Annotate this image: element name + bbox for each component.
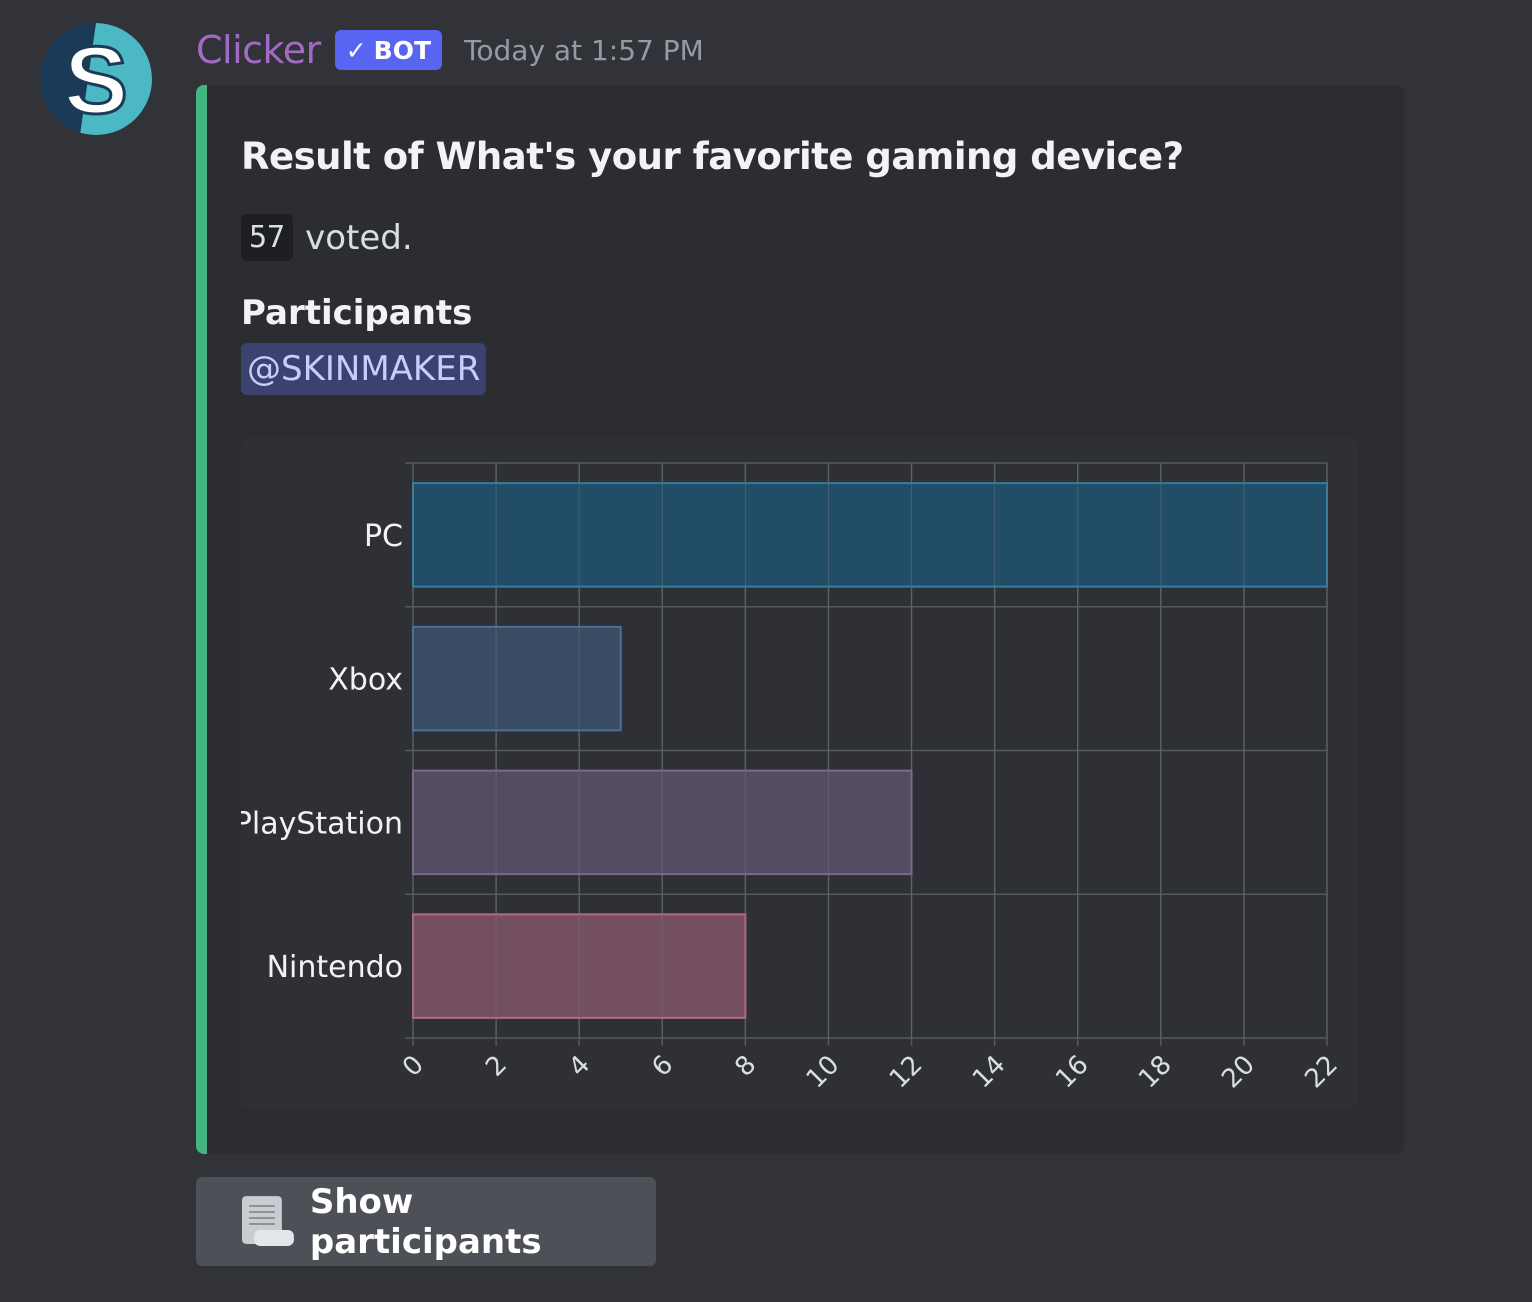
x-tick-label: 16 bbox=[1050, 1050, 1095, 1095]
poll-results-chart: 0 2 4 6 8 10 12 14 16 18 20 22 PC Xbox PlayStation Nint… bbox=[241, 438, 1358, 1109]
participants-field-name: Participants bbox=[241, 293, 473, 333]
bar-playstation bbox=[412, 769, 913, 876]
user-mention[interactable]: @SKINMAKER bbox=[241, 343, 487, 395]
x-tick-label: 18 bbox=[1133, 1050, 1178, 1095]
svg-text:S: S bbox=[64, 27, 128, 134]
x-tick-label: 20 bbox=[1216, 1050, 1261, 1095]
bot-badge: ✓ BOT bbox=[334, 30, 443, 70]
bar-xbox bbox=[412, 625, 622, 732]
x-tick-label: 4 bbox=[563, 1050, 596, 1083]
vote-count: 57 bbox=[241, 214, 294, 261]
author-name[interactable]: Clicker bbox=[196, 28, 321, 72]
scroll-icon bbox=[241, 1195, 294, 1246]
x-tick-label: 2 bbox=[480, 1050, 513, 1083]
x-tick-label: 8 bbox=[729, 1050, 762, 1083]
bar-chart-svg: 0 2 4 6 8 10 12 14 16 18 20 22 PC Xbox PlayStation Nint… bbox=[241, 462, 1344, 1095]
x-tick-label: 22 bbox=[1299, 1050, 1344, 1095]
bot-avatar[interactable]: S bbox=[40, 23, 152, 135]
category-label: Xbox bbox=[328, 663, 403, 698]
vote-suffix: voted. bbox=[305, 217, 413, 258]
x-tick-label: 0 bbox=[397, 1050, 430, 1083]
show-participants-label: Show participants bbox=[309, 1181, 542, 1262]
s-logo-icon: S bbox=[40, 23, 152, 135]
x-tick-label: 6 bbox=[646, 1050, 679, 1083]
bar-pc bbox=[412, 482, 1328, 588]
category-label: PC bbox=[364, 519, 403, 554]
show-participants-button[interactable]: Show participants bbox=[196, 1177, 656, 1266]
bar-nintendo bbox=[412, 913, 747, 1019]
verified-check-icon: ✓ bbox=[345, 35, 367, 65]
category-label: PlayStation bbox=[241, 806, 403, 841]
bot-badge-label: BOT bbox=[373, 35, 432, 65]
x-tick-label: 14 bbox=[967, 1050, 1012, 1095]
x-tick-label: 12 bbox=[884, 1050, 929, 1095]
x-tick-label: 10 bbox=[801, 1050, 846, 1095]
vote-count-line: 57 voted. bbox=[241, 214, 413, 261]
poll-result-embed: Result of What's your favorite gaming de… bbox=[196, 85, 1404, 1154]
embed-title: Result of What's your favorite gaming de… bbox=[241, 135, 1184, 178]
embed-accent-bar bbox=[196, 85, 207, 1154]
message-header: Clicker ✓ BOT Today at 1:57 PM bbox=[196, 24, 704, 76]
category-label: Nintendo bbox=[267, 950, 403, 985]
message-timestamp[interactable]: Today at 1:57 PM bbox=[464, 33, 704, 67]
